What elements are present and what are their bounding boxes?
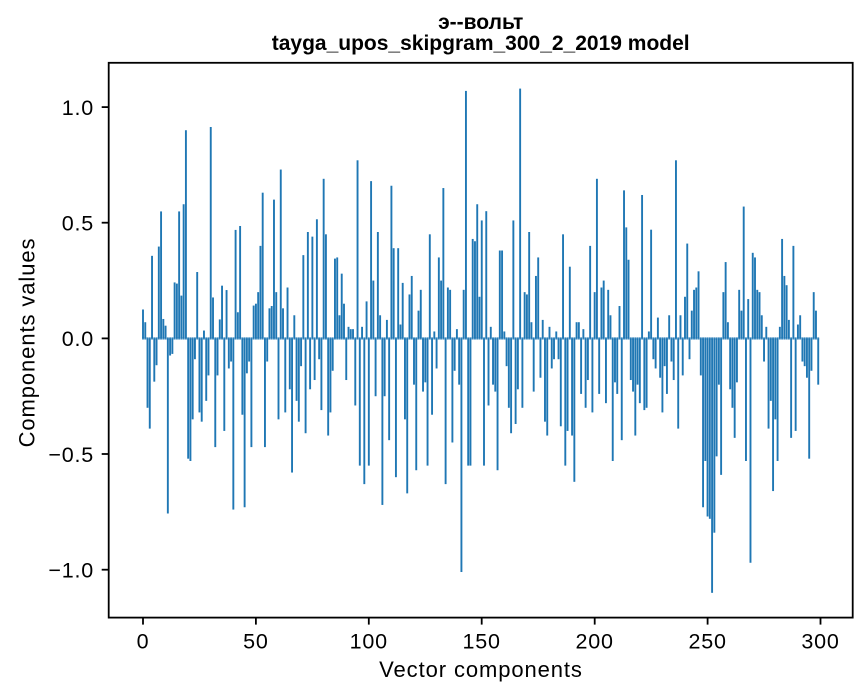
svg-text:300: 300 <box>801 630 839 654</box>
svg-text:150: 150 <box>463 630 501 654</box>
svg-text:250: 250 <box>688 630 726 654</box>
svg-text:50: 50 <box>243 630 269 654</box>
svg-text:0: 0 <box>137 630 150 654</box>
svg-text:Components values: Components values <box>15 238 40 448</box>
svg-text:tayga_upos_skipgram_300_2_2019: tayga_upos_skipgram_300_2_2019 model <box>272 32 690 55</box>
svg-text:Vector components: Vector components <box>379 657 583 682</box>
svg-text:0.0: 0.0 <box>62 327 94 351</box>
svg-text:−0.5: −0.5 <box>48 443 94 467</box>
svg-text:э--вольт: э--вольт <box>438 11 523 34</box>
svg-text:−1.0: −1.0 <box>48 559 94 583</box>
svg-text:0.5: 0.5 <box>62 212 94 236</box>
svg-text:1.0: 1.0 <box>62 96 94 120</box>
svg-text:100: 100 <box>350 630 388 654</box>
svg-text:200: 200 <box>576 630 614 654</box>
